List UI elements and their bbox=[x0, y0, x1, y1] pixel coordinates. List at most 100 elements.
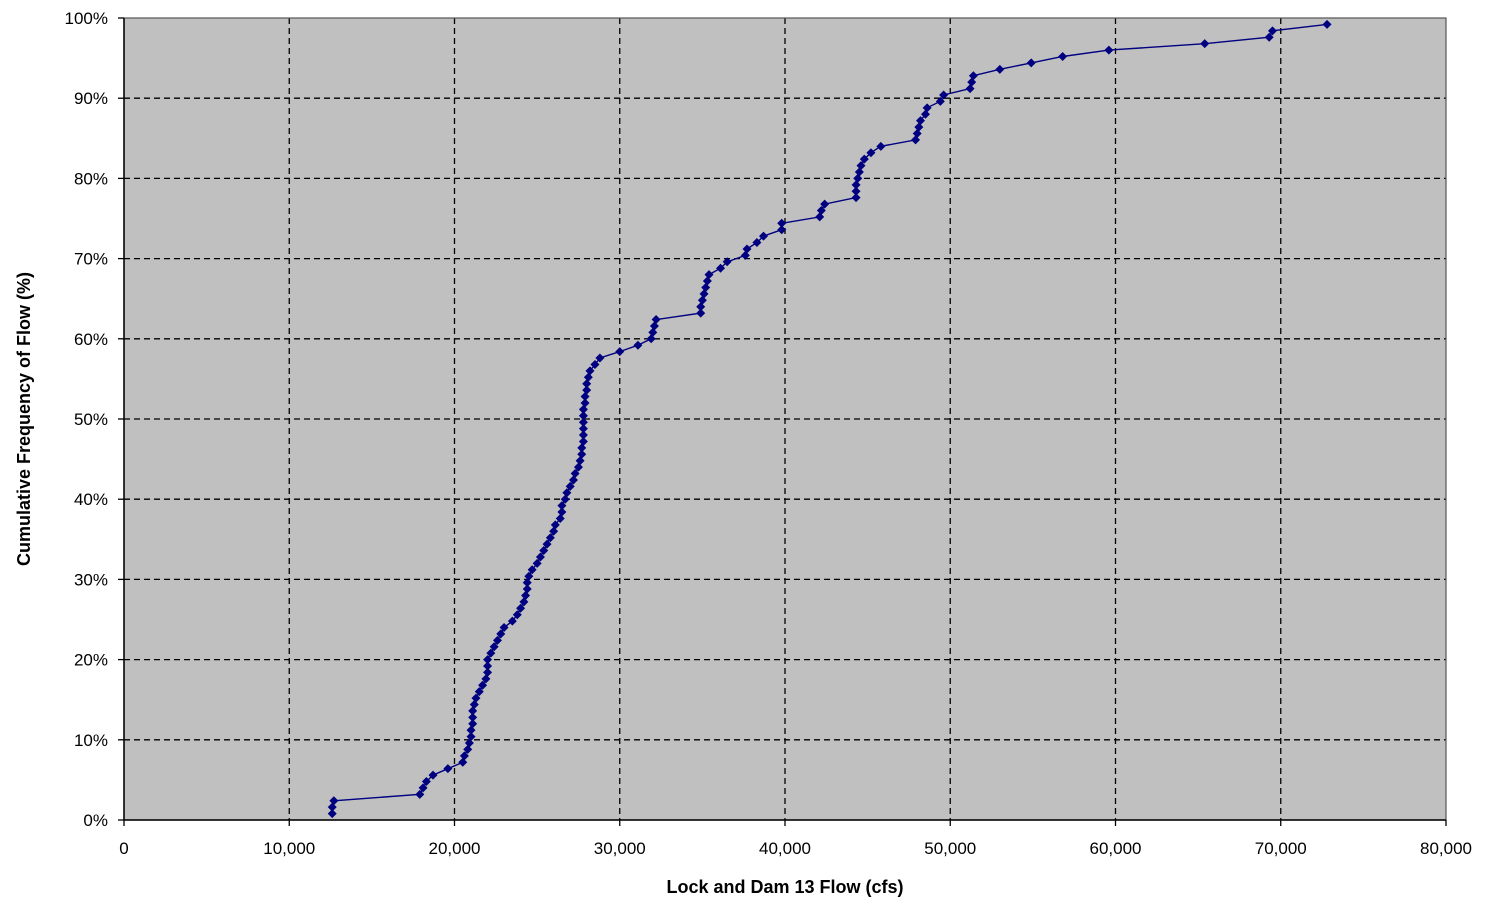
x-tick-label: 0 bbox=[119, 839, 128, 858]
data-point bbox=[752, 238, 762, 248]
data-point bbox=[582, 385, 592, 395]
data-point bbox=[866, 148, 876, 158]
data-point bbox=[577, 449, 587, 459]
data-point bbox=[740, 250, 750, 260]
data-point bbox=[578, 417, 588, 427]
data-point bbox=[575, 456, 585, 466]
data-point bbox=[471, 693, 481, 703]
data-point bbox=[466, 732, 476, 742]
data-point bbox=[935, 96, 945, 106]
data-point bbox=[911, 135, 921, 145]
x-tick-label: 10,000 bbox=[263, 839, 315, 858]
y-tick-label: 100% bbox=[65, 9, 108, 28]
data-point bbox=[527, 565, 537, 575]
data-point bbox=[464, 738, 474, 748]
data-point bbox=[524, 571, 534, 581]
data-point bbox=[560, 494, 570, 504]
data-point bbox=[595, 353, 605, 363]
data-point bbox=[856, 161, 866, 171]
data-point bbox=[742, 244, 752, 254]
data-point bbox=[816, 205, 826, 215]
data-point bbox=[1267, 26, 1277, 36]
axes bbox=[118, 17, 1447, 826]
data-point bbox=[557, 507, 567, 517]
data-point bbox=[557, 501, 567, 511]
tick-labels: 0 10,000 20,000 30,000 40,000 50,000 60,000 70,… bbox=[65, 9, 1472, 858]
data-point bbox=[565, 481, 575, 491]
data-point bbox=[577, 443, 587, 453]
data-point bbox=[463, 744, 473, 754]
data-point bbox=[722, 257, 732, 267]
data-point bbox=[777, 218, 787, 228]
data-point bbox=[648, 327, 658, 337]
data-point bbox=[922, 103, 932, 113]
data-point bbox=[967, 77, 977, 87]
data-point bbox=[777, 225, 787, 235]
data-point bbox=[522, 578, 532, 588]
y-tick-label: 0% bbox=[83, 811, 108, 830]
data-point bbox=[481, 674, 491, 684]
x-tick-label: 20,000 bbox=[429, 839, 481, 858]
data-point bbox=[573, 462, 583, 472]
data-point bbox=[549, 526, 559, 536]
data-point bbox=[995, 64, 1005, 74]
data-point bbox=[421, 777, 431, 787]
data-point bbox=[965, 84, 975, 94]
data-point bbox=[583, 372, 593, 382]
y-tick-label: 30% bbox=[74, 570, 108, 589]
data-point bbox=[545, 533, 555, 543]
data-point bbox=[699, 289, 709, 299]
data-point bbox=[496, 629, 506, 639]
series-group bbox=[327, 19, 1332, 819]
data-point bbox=[522, 584, 532, 594]
data-point bbox=[580, 392, 590, 402]
x-tick-label: 70,000 bbox=[1255, 839, 1307, 858]
data-point bbox=[859, 154, 869, 164]
data-point bbox=[468, 706, 478, 716]
data-point bbox=[483, 667, 493, 677]
data-point bbox=[585, 366, 595, 376]
data-point bbox=[327, 802, 337, 812]
data-point bbox=[458, 757, 468, 767]
data-point bbox=[578, 411, 588, 421]
data-point bbox=[815, 212, 825, 222]
data-point bbox=[914, 122, 924, 132]
data-point bbox=[516, 603, 526, 613]
data-point bbox=[702, 276, 712, 286]
y-tick-label: 70% bbox=[74, 250, 108, 269]
data-point bbox=[327, 809, 337, 819]
y-tick-label: 90% bbox=[74, 89, 108, 108]
data-point bbox=[851, 180, 861, 190]
data-point bbox=[535, 552, 545, 562]
data-point bbox=[851, 186, 861, 196]
data-point bbox=[468, 719, 478, 729]
data-point bbox=[486, 648, 496, 658]
data-point bbox=[415, 789, 425, 799]
data-point bbox=[578, 424, 588, 434]
data-point bbox=[578, 404, 588, 414]
data-point bbox=[968, 71, 978, 81]
data-point bbox=[1322, 19, 1332, 29]
data-point bbox=[1026, 58, 1036, 68]
data-point bbox=[521, 590, 531, 600]
data-point bbox=[483, 655, 493, 665]
data-point bbox=[853, 173, 863, 183]
data-point bbox=[542, 539, 552, 549]
data-point bbox=[633, 340, 643, 350]
data-point bbox=[550, 520, 560, 530]
data-point bbox=[469, 700, 479, 710]
data-point bbox=[418, 783, 428, 793]
gridlines bbox=[124, 18, 1446, 820]
data-point bbox=[916, 116, 926, 126]
data-point bbox=[854, 167, 864, 177]
data-point bbox=[519, 597, 529, 607]
data-point bbox=[570, 469, 580, 479]
x-tick-label: 80,000 bbox=[1420, 839, 1472, 858]
data-point bbox=[474, 687, 484, 697]
data-point bbox=[820, 199, 830, 209]
data-point bbox=[578, 430, 588, 440]
data-point bbox=[443, 764, 453, 774]
data-point bbox=[578, 436, 588, 446]
data-point bbox=[716, 263, 726, 273]
